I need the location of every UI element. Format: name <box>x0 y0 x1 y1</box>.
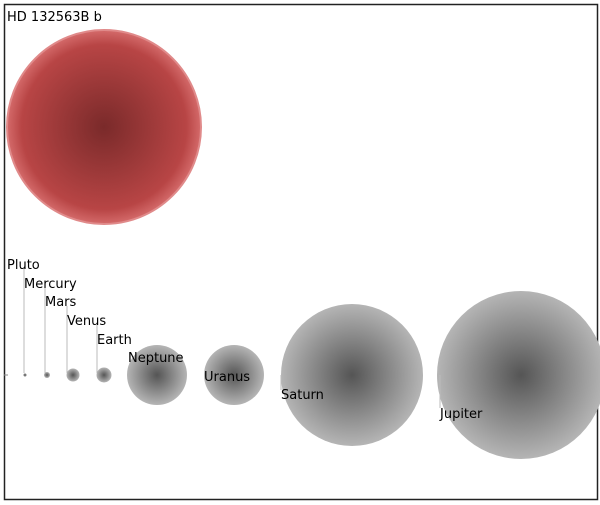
planet-label: Pluto <box>7 258 40 273</box>
planet <box>44 372 50 378</box>
exoplanet <box>6 29 202 225</box>
planet-label: Jupiter <box>439 407 483 422</box>
planet <box>437 291 600 459</box>
planet <box>96 367 112 383</box>
planet-label: Uranus <box>204 370 250 385</box>
planet-label: Mercury <box>24 277 77 292</box>
planet-label: Venus <box>67 314 106 329</box>
planet-label: Neptune <box>128 351 184 366</box>
planet-label: Earth <box>97 333 132 348</box>
title: HD 132563B b <box>7 10 102 25</box>
planet <box>66 368 80 382</box>
planet <box>23 373 27 377</box>
planet-label: Saturn <box>281 388 324 403</box>
planet <box>204 345 264 405</box>
planet <box>281 304 423 446</box>
planet-label: Mars <box>45 295 77 310</box>
planet <box>127 345 187 405</box>
